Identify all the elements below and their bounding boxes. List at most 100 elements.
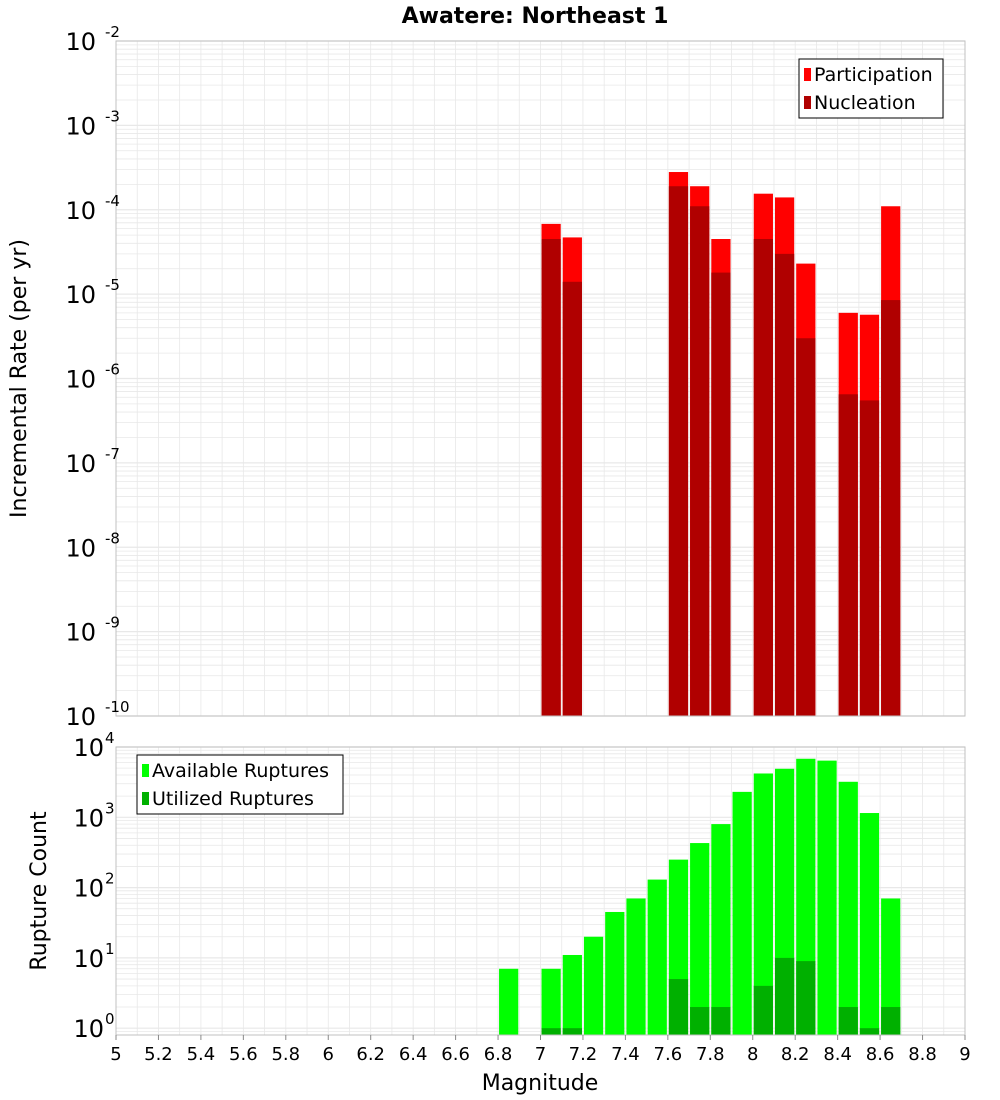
- utilized-ruptures-bar: [690, 1007, 710, 1035]
- utilized-ruptures-bar: [753, 985, 773, 1035]
- x-tick-label: 8.8: [908, 1044, 937, 1065]
- y-tick-exponent: 1: [105, 940, 115, 958]
- x-tick-label: 8.6: [866, 1044, 895, 1065]
- available-ruptures-bar: [711, 824, 731, 1035]
- utilized-ruptures-bar: [541, 1028, 561, 1035]
- available-ruptures-bar: [499, 968, 519, 1035]
- available-ruptures-bar: [753, 773, 773, 1035]
- nucleation-bar: [690, 206, 710, 716]
- utilized-ruptures-bar: [668, 979, 689, 1035]
- utilized-ruptures-bars: [541, 957, 901, 1035]
- nucleation-bar: [711, 272, 731, 716]
- y-tick-label: 10: [65, 28, 96, 56]
- y-tick-label: 10: [65, 703, 96, 731]
- y-tick-exponent: -6: [105, 361, 120, 379]
- y-axis-label: Rupture Count: [27, 811, 52, 971]
- y-tick-exponent: 3: [105, 799, 115, 817]
- nucleation-bar: [753, 239, 773, 716]
- legend-swatch: [142, 792, 149, 805]
- available-ruptures-bar: [881, 898, 901, 1035]
- legend-entry: Nucleation: [814, 92, 916, 114]
- y-tick-label: 10: [65, 366, 96, 394]
- x-tick-label: 5.4: [187, 1044, 216, 1065]
- x-tick-label: 5.8: [271, 1044, 300, 1065]
- rate-panel: 10 -10 10 -9 10 -8 10 -7 10 -6 10 -5 10 -4 10 -3 10 -2 Inc…: [7, 23, 966, 731]
- chart-title: Awatere: Northeast 1: [402, 4, 669, 29]
- y-tick-label: 10: [73, 804, 104, 832]
- y-tick-label: 10: [73, 734, 104, 762]
- legend: Participation Nucleation: [798, 58, 944, 119]
- legend-swatch: [804, 68, 811, 81]
- legend-entry: Available Ruptures: [152, 760, 329, 782]
- available-ruptures-bar: [817, 760, 837, 1035]
- nucleation-bar: [668, 186, 689, 716]
- nucleation-bar: [541, 239, 561, 716]
- available-ruptures-bar: [626, 898, 646, 1035]
- nucleation-bar: [859, 400, 880, 716]
- legend: Available Ruptures Utilized Ruptures: [136, 754, 344, 815]
- x-axis-label: Magnitude: [482, 1071, 599, 1096]
- y-tick-exponent: -5: [105, 276, 120, 294]
- y-tick-label: 10: [73, 875, 104, 903]
- nucleation-bar: [881, 300, 901, 716]
- y-tick-exponent: -7: [105, 445, 120, 463]
- legend-entry: Participation: [814, 64, 933, 86]
- nucleation-bar: [562, 281, 582, 716]
- nucleation-bar: [796, 338, 816, 716]
- y-tick-label: 10: [65, 619, 96, 647]
- plot-frame: [115, 40, 966, 717]
- available-ruptures-bar: [859, 813, 880, 1035]
- legend-box: [136, 754, 344, 815]
- x-tick-label: 5: [110, 1044, 121, 1065]
- utilized-ruptures-bar: [881, 1007, 901, 1035]
- y-tick-exponent: 2: [105, 870, 115, 888]
- nucleation-bars: [541, 186, 901, 716]
- legend-entry: Utilized Ruptures: [152, 788, 314, 810]
- x-tick-label: 8: [747, 1044, 758, 1065]
- utilized-ruptures-bar: [711, 1007, 731, 1035]
- available-ruptures-bar: [605, 911, 625, 1035]
- y-tick-exponent: -9: [105, 614, 120, 632]
- x-tick-label: 5.2: [144, 1044, 173, 1065]
- available-ruptures-bar: [690, 843, 710, 1035]
- legend-swatch: [142, 764, 149, 777]
- grid: [115, 40, 966, 717]
- x-tick-label: 7.4: [611, 1044, 640, 1065]
- legend-swatch: [804, 96, 811, 109]
- y-tick-exponent: -10: [105, 698, 130, 716]
- available-ruptures-bar: [541, 968, 561, 1035]
- y-tick-label: 10: [73, 1015, 104, 1043]
- nucleation-bar: [838, 394, 858, 716]
- y-tick-label: 10: [65, 197, 96, 225]
- x-tick-label: 9: [959, 1044, 970, 1065]
- x-tick-label: 6: [323, 1044, 334, 1065]
- x-tick-label: 6.8: [484, 1044, 513, 1065]
- y-tick-exponent: -2: [105, 23, 120, 41]
- nucleation-bar: [774, 253, 795, 716]
- available-ruptures-bar: [838, 781, 858, 1035]
- y-tick-label: 10: [65, 534, 96, 562]
- y-axis-label: Incremental Rate (per yr): [7, 239, 32, 518]
- x-tick-label: 7.6: [654, 1044, 683, 1065]
- x-tick-label: 7: [535, 1044, 546, 1065]
- x-tick-label: 8.2: [781, 1044, 810, 1065]
- available-ruptures-bars: [499, 758, 901, 1035]
- available-ruptures-bar: [732, 791, 752, 1035]
- utilized-ruptures-bar: [562, 1028, 582, 1035]
- x-tick-label: 8.4: [823, 1044, 852, 1065]
- y-tick-label: 10: [73, 945, 104, 973]
- y-tick-label: 10: [65, 450, 96, 478]
- y-tick-exponent: -3: [105, 107, 120, 125]
- x-tick-label: 6.4: [399, 1044, 428, 1065]
- x-tick-label: 7.2: [569, 1044, 598, 1065]
- x-tick-label: 6.6: [441, 1044, 470, 1065]
- x-tick-label: 7.8: [696, 1044, 725, 1065]
- utilized-ruptures-bar: [774, 957, 795, 1035]
- utilized-ruptures-bar: [796, 961, 816, 1035]
- utilized-ruptures-bar: [838, 1007, 858, 1035]
- available-ruptures-bar: [583, 936, 604, 1035]
- y-tick-label: 10: [65, 281, 96, 309]
- available-ruptures-bar: [562, 954, 582, 1035]
